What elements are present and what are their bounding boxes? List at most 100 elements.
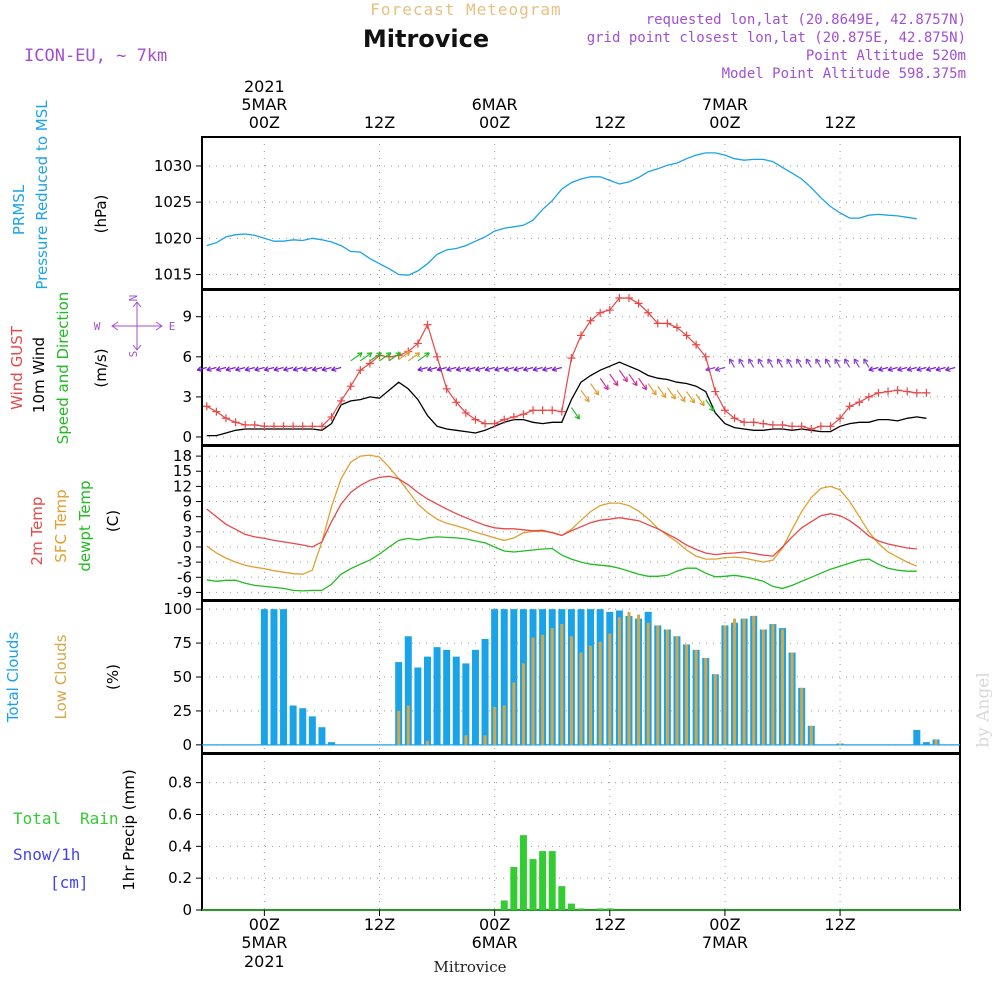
dewpt-line bbox=[206, 536, 917, 592]
bottom-hour-label: 00Z bbox=[709, 915, 740, 934]
low-clouds-bar bbox=[483, 735, 487, 745]
clouds-ytick-label: 50 bbox=[173, 668, 192, 686]
precip-panel: 0 0.2 0.4 0.6 0.8 bbox=[168, 753, 961, 919]
gust-marker bbox=[864, 392, 873, 401]
total-clouds-bar bbox=[308, 716, 316, 745]
gust-marker bbox=[634, 299, 643, 308]
rain-bar bbox=[606, 908, 614, 910]
wind-direction-arrow bbox=[935, 366, 946, 372]
gust-marker bbox=[797, 422, 806, 431]
top-hour-label: 00Z bbox=[709, 113, 740, 132]
wind-direction-arrow bbox=[379, 352, 392, 362]
gust-marker bbox=[279, 422, 288, 431]
precip-ytick-label: 0.4 bbox=[168, 837, 192, 855]
total-clouds-bar bbox=[423, 656, 431, 745]
gust-marker bbox=[442, 384, 451, 393]
wind-direction-arrow bbox=[542, 366, 553, 372]
gust-marker bbox=[672, 323, 681, 332]
bottom-date-label: 7MAR bbox=[702, 933, 748, 952]
low-clouds-bar bbox=[627, 611, 631, 745]
compass-east: E bbox=[169, 320, 176, 333]
gust-marker bbox=[730, 414, 739, 423]
gust-marker bbox=[365, 359, 374, 368]
gust-marker bbox=[538, 406, 547, 415]
wind-direction-arrow bbox=[877, 366, 889, 372]
pressure-unit: (hPa) bbox=[92, 195, 110, 234]
total-clouds-bar bbox=[471, 649, 479, 745]
gust-marker bbox=[720, 406, 729, 415]
gust-marker bbox=[212, 407, 221, 416]
total-clouds-bar bbox=[260, 609, 268, 745]
wind-direction-arrow bbox=[796, 358, 803, 368]
wind-direction-arrow bbox=[206, 366, 217, 372]
low-clouds-bar bbox=[541, 634, 545, 745]
grid-point-coords: grid point closest lon,lat (20.875E, 42.… bbox=[587, 30, 966, 46]
chart-panels: 10151020102510300369-9-6-303691215180255… bbox=[154, 137, 961, 919]
precip-frame bbox=[201, 753, 961, 911]
wind-direction-arrow bbox=[427, 366, 438, 372]
gust-marker bbox=[816, 422, 825, 431]
pressure-grid bbox=[202, 137, 960, 289]
total-clouds-bar bbox=[289, 705, 297, 745]
top-date-label: 6MAR bbox=[472, 95, 518, 114]
top-date-label: 5MAR bbox=[241, 95, 287, 114]
wind-10m-label: 10m Wind bbox=[30, 337, 48, 413]
clouds-ytick-label: 100 bbox=[163, 600, 192, 618]
temp-ytick-label: -3 bbox=[177, 553, 192, 571]
low-clouds-bar bbox=[406, 705, 410, 745]
wind-direction-arrow bbox=[767, 358, 774, 368]
gust-marker bbox=[269, 422, 278, 431]
gust-marker bbox=[490, 419, 499, 428]
total-clouds-bar bbox=[404, 636, 412, 745]
low-clouds-bar bbox=[464, 735, 468, 745]
wind-direction-arrow bbox=[590, 383, 600, 396]
rain-bar bbox=[577, 908, 585, 910]
wind-unit: (m/s) bbox=[92, 348, 110, 387]
wind-direction-arrow bbox=[369, 352, 382, 362]
gust-marker bbox=[586, 316, 595, 325]
wind-direction-arrow bbox=[916, 366, 927, 372]
temp-ytick-label: 18 bbox=[173, 447, 192, 465]
gust-marker bbox=[356, 366, 365, 375]
low-clouds-bar bbox=[531, 637, 535, 745]
gust-marker bbox=[845, 402, 854, 411]
rain-bar bbox=[519, 835, 527, 910]
gust-marker bbox=[740, 418, 749, 427]
top-hour-label: 12Z bbox=[824, 113, 855, 132]
total-clouds-bar bbox=[452, 656, 460, 745]
wind-direction-arrow bbox=[292, 366, 303, 372]
gust-marker bbox=[202, 402, 211, 411]
gust-marker bbox=[471, 415, 480, 424]
top-hour-label: 12Z bbox=[594, 113, 625, 132]
total-clouds-bar bbox=[510, 609, 518, 745]
temp-ytick-label: -9 bbox=[177, 583, 192, 601]
precip-total-label: Total bbox=[13, 809, 61, 828]
gust-marker bbox=[289, 422, 298, 431]
wind-direction-arrow bbox=[551, 366, 562, 372]
gust-marker bbox=[308, 422, 317, 431]
gust-marker bbox=[221, 414, 230, 423]
low-clouds-bar bbox=[838, 743, 842, 745]
wind-direction-arrow bbox=[503, 366, 514, 372]
wind-10m-line bbox=[206, 361, 927, 437]
station-title: Mitrovice bbox=[363, 25, 489, 53]
wind-direction-arrow bbox=[599, 377, 609, 391]
gust-marker bbox=[346, 382, 355, 391]
total-clouds-bar bbox=[270, 609, 278, 745]
gust-marker bbox=[711, 387, 720, 396]
wind-direction-arrow bbox=[283, 366, 294, 372]
wind-direction-arrow bbox=[225, 366, 236, 372]
model-point-altitude: Model Point Altitude 598.375m bbox=[722, 66, 966, 82]
gust-marker bbox=[836, 414, 845, 423]
gust-marker bbox=[317, 422, 326, 431]
requested-coords: requested lon,lat (20.8649E, 42.8757N) bbox=[646, 12, 966, 28]
low-clouds-bar bbox=[521, 663, 525, 745]
wind-direction-arrow bbox=[705, 399, 715, 412]
wind-direction-arrow bbox=[311, 366, 323, 372]
total-clouds-label: Total Clouds bbox=[4, 632, 22, 724]
wind-direction-arrow bbox=[714, 366, 726, 372]
temp-ytick-label: 0 bbox=[182, 538, 192, 556]
gust-marker bbox=[922, 388, 931, 397]
rain-bar bbox=[548, 851, 556, 910]
wind-direction-arrow bbox=[474, 366, 486, 372]
